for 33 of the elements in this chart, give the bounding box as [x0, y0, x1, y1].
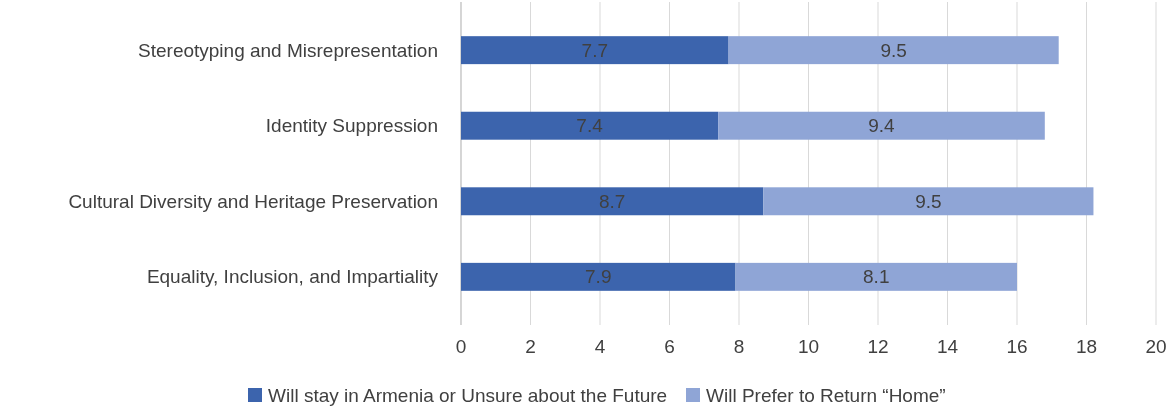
- data-label: 7.9: [585, 266, 612, 288]
- x-tick-label: 12: [867, 335, 889, 357]
- bar: [461, 187, 764, 216]
- legend-label: Will Prefer to Return “Home”: [706, 384, 946, 406]
- x-tick-label: 20: [1145, 335, 1167, 357]
- x-tick-label: 2: [525, 335, 536, 357]
- data-label: 8.7: [598, 190, 626, 212]
- y-tick-label: Cultural Diversity and Heritage Preservation: [68, 190, 438, 212]
- data-label: 9.5: [915, 190, 942, 212]
- x-tick-label: 14: [936, 335, 959, 357]
- data-label: 9.4: [868, 115, 896, 137]
- bar: [763, 187, 1094, 216]
- legend-label: Will stay in Armenia or Unsure about the Future: [268, 384, 668, 406]
- data-label: 8.1: [863, 266, 890, 288]
- y-tick-label: Identity Suppression: [265, 115, 438, 137]
- x-tick-label: 16: [1006, 335, 1028, 357]
- y-tick-label: Equality, Inclusion, and Impartiality: [146, 266, 439, 288]
- x-tick-label: 10: [797, 335, 820, 357]
- bar: [718, 111, 1045, 140]
- bar: [735, 262, 1017, 291]
- bar: [461, 262, 736, 291]
- y-tick-label: Stereotyping and Misrepresentation: [138, 39, 438, 61]
- x-tick-label: 0: [455, 335, 467, 357]
- x-tick-label: 8: [733, 335, 745, 357]
- bar: [461, 36, 729, 65]
- bar: [461, 111, 719, 140]
- data-label: 9.5: [880, 39, 907, 61]
- x-tick-label: 6: [664, 335, 675, 357]
- x-tick-label: 4: [594, 335, 606, 357]
- data-label: 7.4: [576, 115, 604, 137]
- bar: [728, 36, 1059, 65]
- x-tick-label: 18: [1075, 335, 1098, 357]
- data-label: 7.7: [581, 39, 608, 61]
